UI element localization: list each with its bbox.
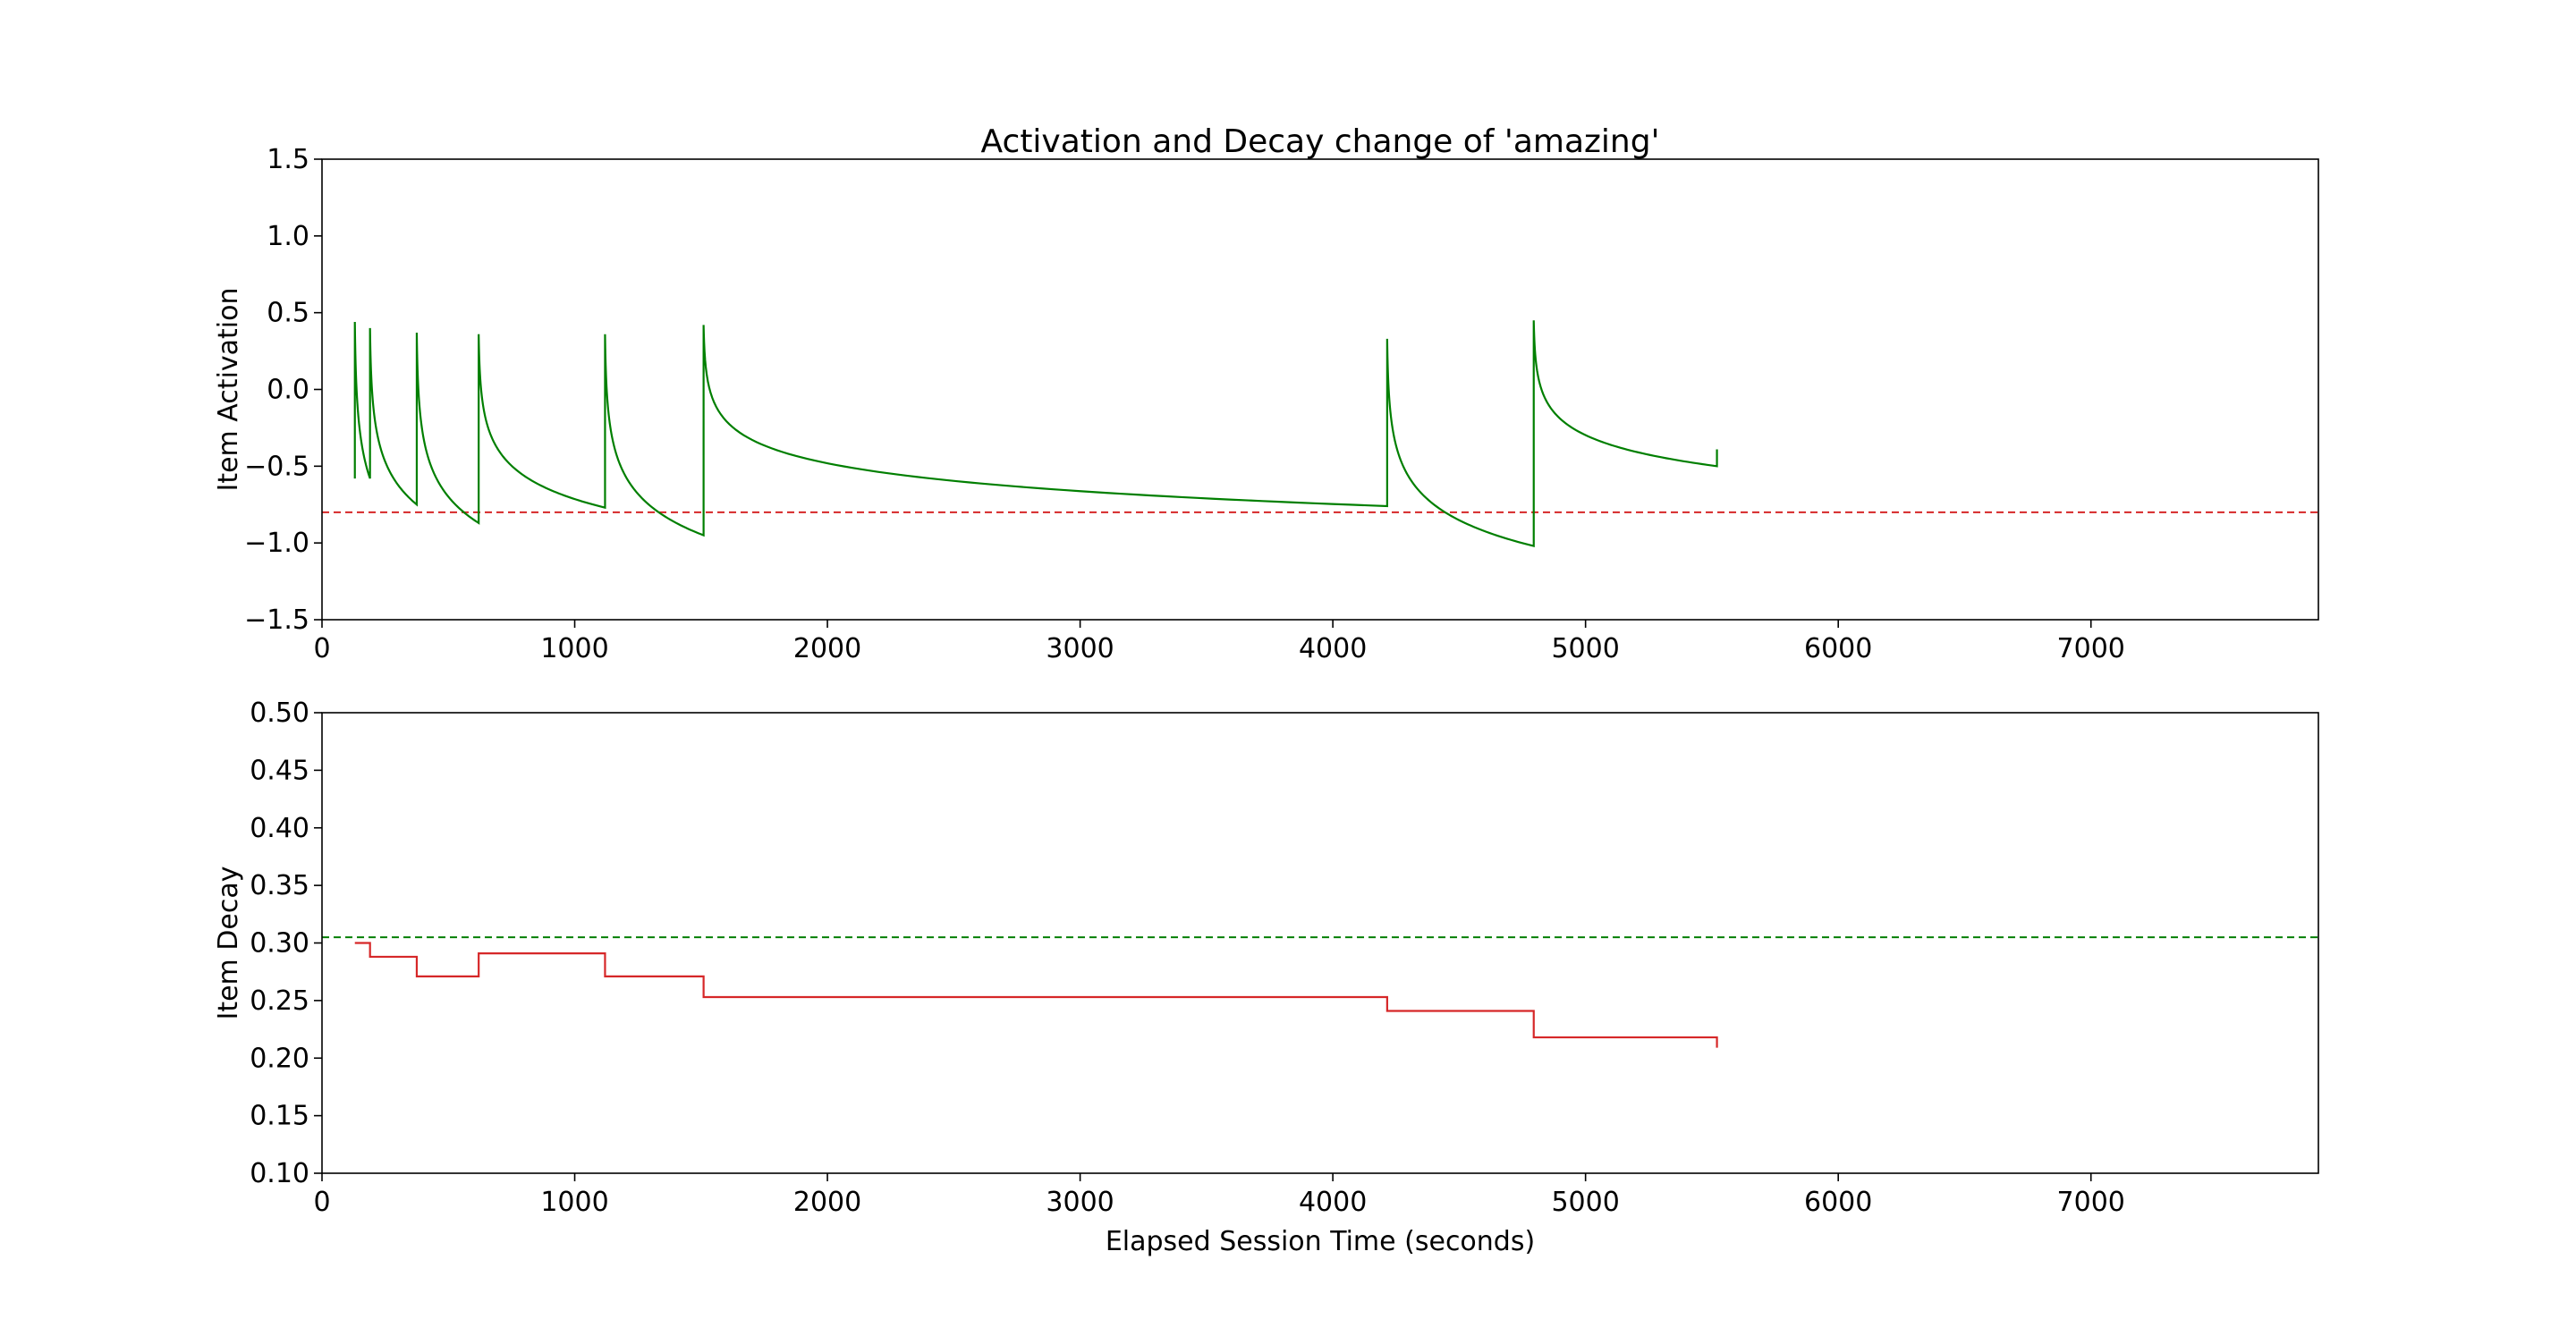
plot-frame [321,712,2319,1174]
x-tick-label: 3000 [1046,633,1114,664]
y-tick-label: 0.5 [267,298,309,329]
decay-panel: Item Decay Elapsed Session Time (seconds… [213,698,2319,1257]
y-tick-label: 0.15 [250,1101,309,1132]
y-tick-label: 0.30 [250,928,309,960]
chart-title: Activation and Decay change of 'amazing' [981,123,1660,160]
plot-area [322,320,2318,548]
y-axis-label: Item Activation [213,287,244,491]
y-tick-label: −1.5 [244,605,309,636]
x-tick-label: 5000 [1551,1187,1619,1218]
axis-ticks: 0 1000 2000 3000 4000 5000 6000 7000 0.10 0.15 0.2… [250,698,2125,1218]
x-tick-label: 4000 [1299,1187,1367,1218]
y-tick-label: 0.40 [250,813,309,844]
x-tick-label: 1000 [540,1187,608,1218]
y-tick-label: 1.0 [267,221,309,252]
plot-frame [321,158,2319,621]
x-tick-label: 4000 [1299,633,1367,664]
activation-series-line [353,320,1718,548]
x-tick-label: 3000 [1046,1187,1114,1218]
y-tick-label: 0.0 [267,375,309,406]
x-tick-label: 2000 [793,1187,861,1218]
x-tick-label: 0 [313,1187,330,1218]
y-tick-label: 0.50 [250,698,309,729]
x-tick-label: 5000 [1551,633,1619,664]
y-axis-label: Item Decay [213,866,244,1019]
x-tick-label: 0 [313,633,330,664]
y-tick-label: 1.5 [267,144,309,175]
activation-panel: Activation and Decay change of 'amazing'… [213,123,2319,664]
x-tick-label: 2000 [793,633,861,664]
decay-series-line [354,942,1718,1048]
y-tick-label: 0.10 [250,1158,309,1189]
x-tick-label: 6000 [1804,633,1872,664]
y-tick-label: 0.25 [250,985,309,1017]
x-tick-label: 7000 [2057,633,2125,664]
y-tick-label: 0.35 [250,870,309,901]
axis-ticks: 0 1000 2000 3000 4000 5000 6000 7000 −1.5 −1.0 −0.… [244,144,2125,664]
y-tick-label: 0.20 [250,1043,309,1074]
x-tick-label: 6000 [1804,1187,1872,1218]
y-tick-label: −1.0 [244,528,309,559]
x-axis-label: Elapsed Session Time (seconds) [1106,1226,1535,1257]
plot-area [322,936,2318,1048]
y-tick-label: −0.5 [244,451,309,482]
x-tick-label: 7000 [2057,1187,2125,1218]
x-tick-label: 1000 [540,633,608,664]
y-tick-label: 0.45 [250,755,309,786]
